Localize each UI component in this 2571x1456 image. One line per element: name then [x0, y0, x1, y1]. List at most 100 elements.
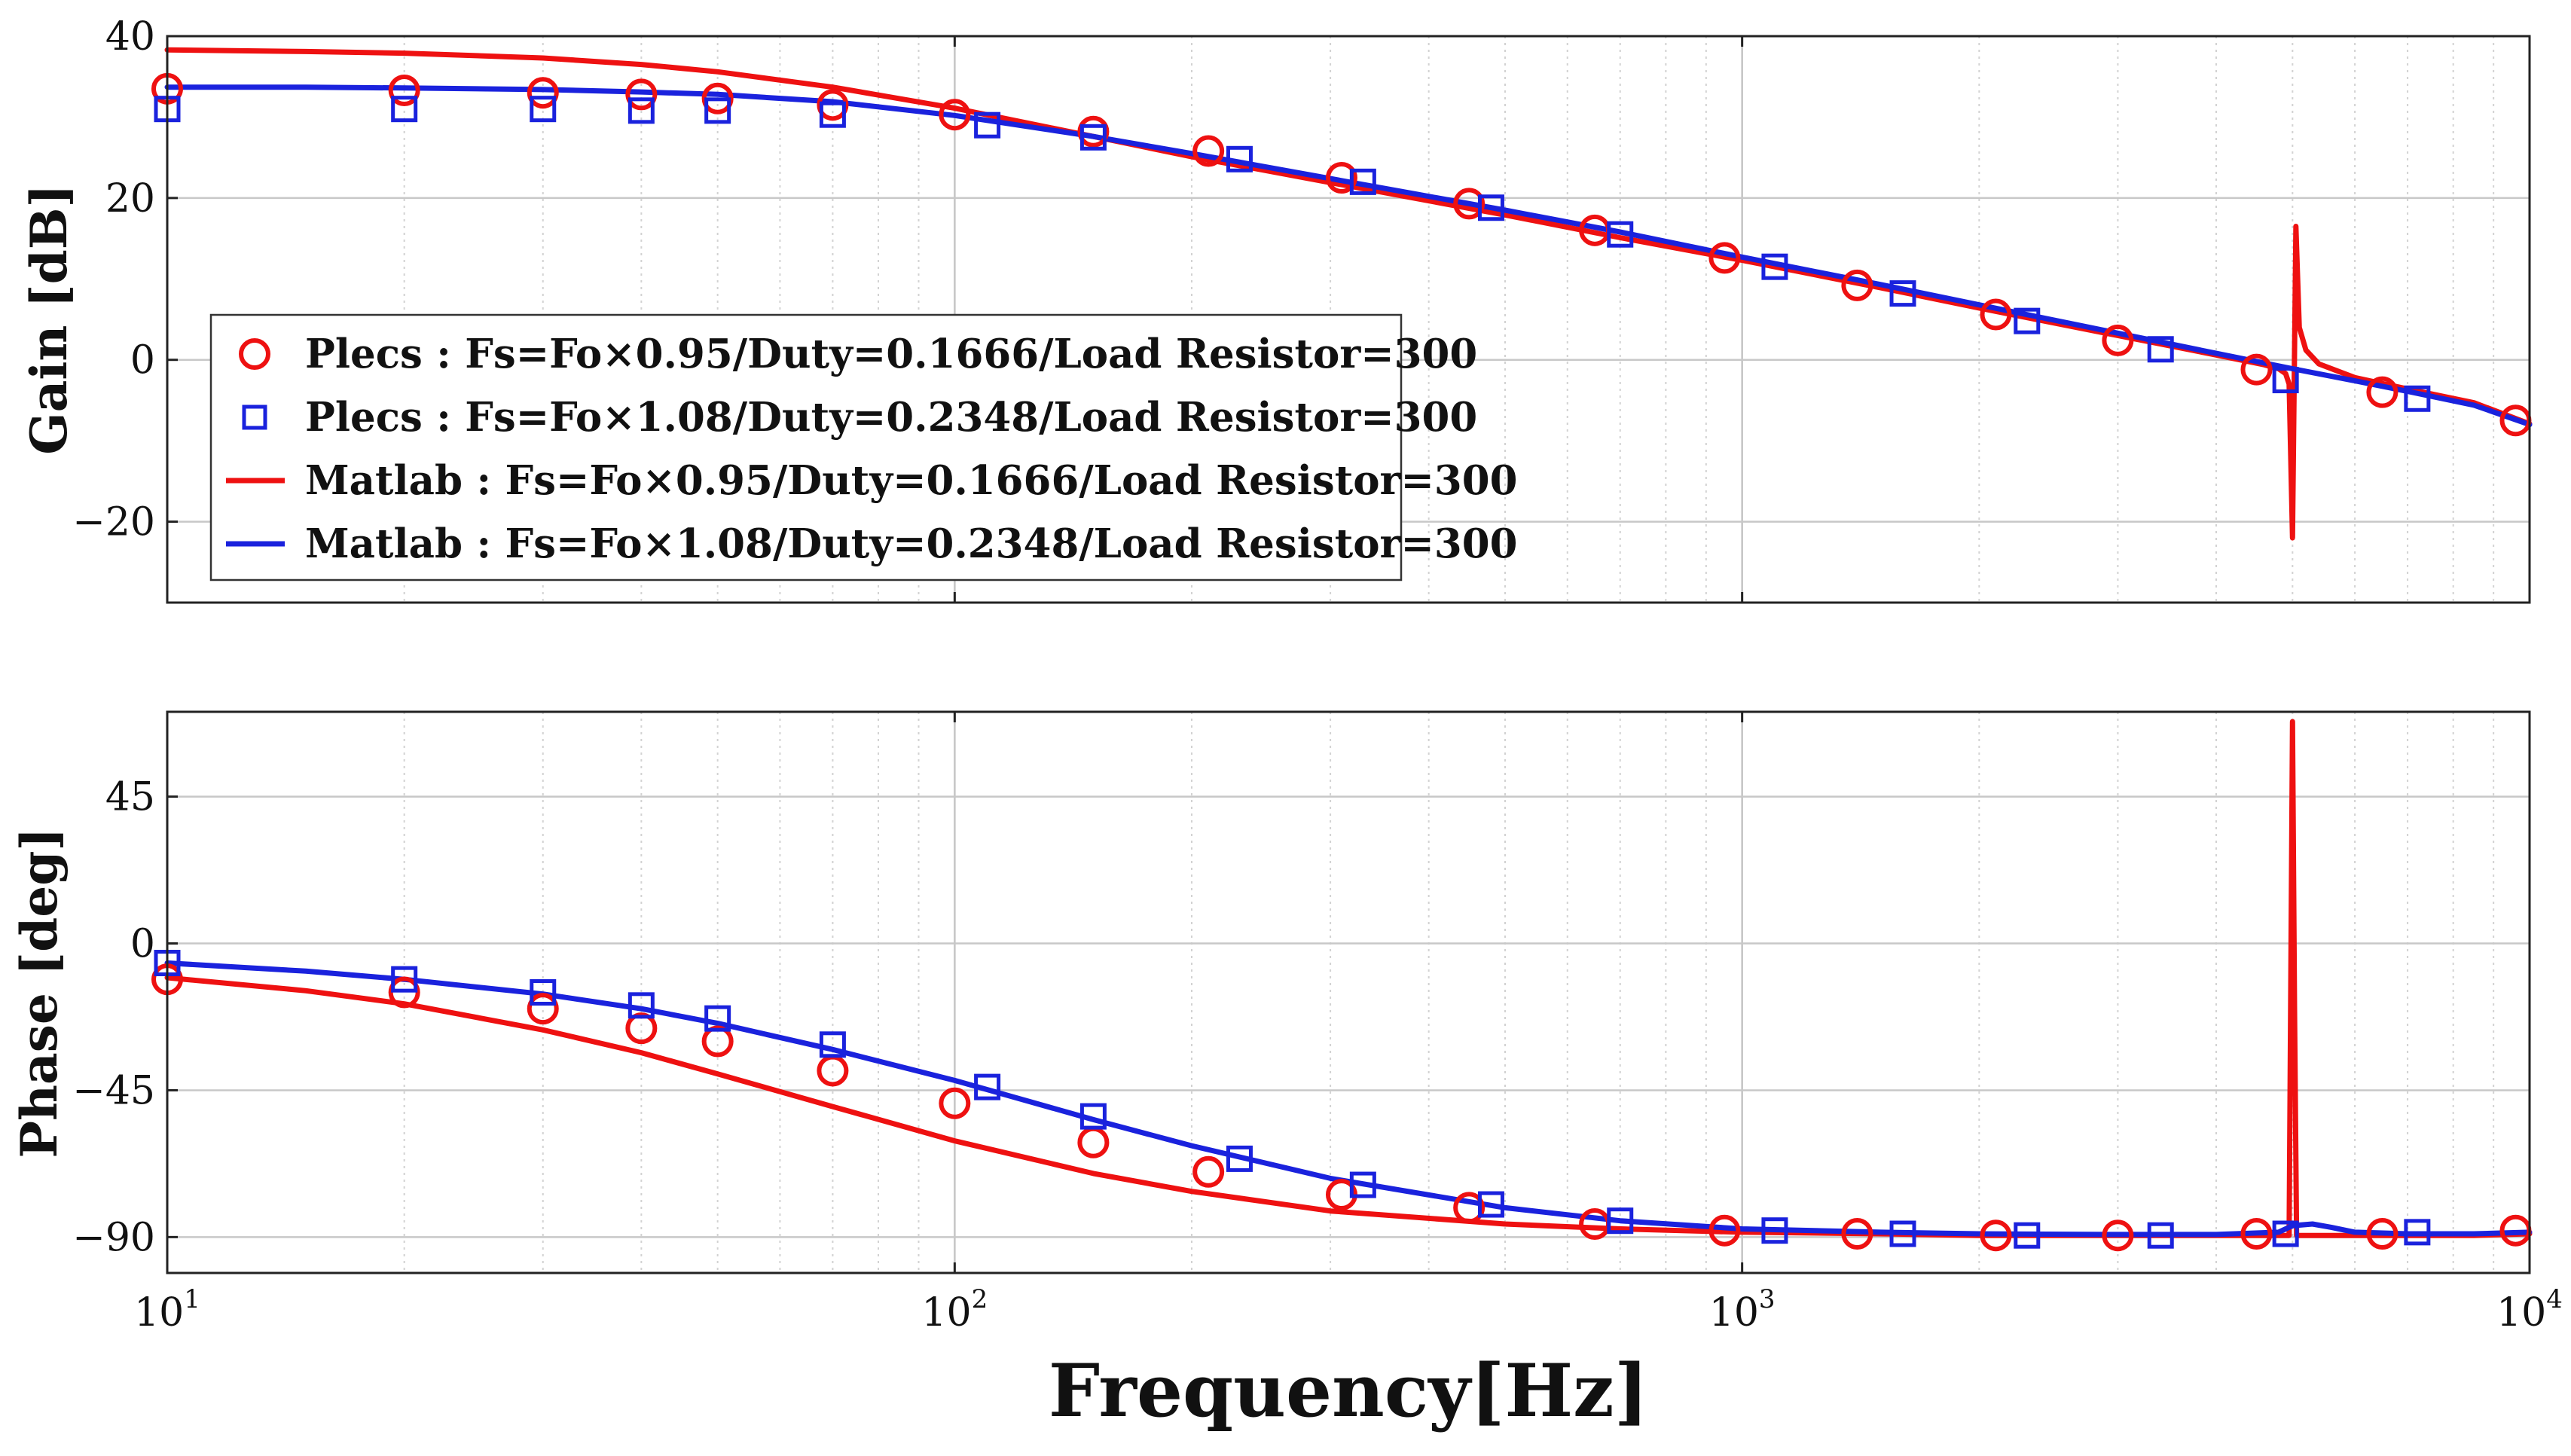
x-axis-label: Frequency[Hz] — [1049, 1348, 1648, 1433]
legend: Plecs : Fs=Fo×0.95/Duty=0.1666/Load Resi… — [209, 313, 1518, 581]
x-tick-label: 101 — [134, 1284, 200, 1335]
phase-point-plecs-095 — [388, 976, 420, 1009]
phase-point-plecs-108 — [2272, 1220, 2299, 1247]
legend-label-plecs-095: Plecs : Fs=Fo×0.95/Duty=0.1666/Load Resi… — [305, 331, 1477, 377]
phase-point-plecs-095 — [625, 1012, 658, 1045]
phase-point-plecs-095 — [701, 1025, 734, 1058]
gain-point-plecs-095 — [1077, 115, 1110, 148]
x-tick-label: 104 — [2496, 1284, 2563, 1335]
gain-point-plecs-108 — [391, 96, 418, 123]
gain-point-plecs-095 — [1708, 242, 1741, 274]
gain-series — [151, 47, 2533, 541]
gain-point-plecs-108 — [627, 97, 655, 124]
gain-line-matlab-108 — [164, 84, 2533, 428]
gain-point-plecs-108 — [2147, 336, 2174, 363]
gain-point-plecs-095 — [939, 99, 971, 131]
gain-point-plecs-095 — [527, 77, 559, 109]
phase-y-label: Phase [deg] — [10, 827, 69, 1158]
phase-point-plecs-095 — [1841, 1218, 1873, 1250]
gain-point-plecs-108 — [1477, 194, 1504, 221]
x-tick-exponent: 1 — [184, 1284, 200, 1314]
phase-point-plecs-108 — [2404, 1219, 2431, 1246]
phase-point-plecs-108 — [2147, 1222, 2174, 1249]
phase-line-matlab-095 — [164, 719, 2533, 1238]
phase-point-plecs-108 — [1607, 1207, 1634, 1235]
phase-point-plecs-095 — [1579, 1208, 1611, 1241]
phase-point-plecs-095 — [2240, 1218, 2273, 1250]
phase-point-plecs-108 — [530, 979, 557, 1006]
phase-y-tick-label: 45 — [105, 775, 155, 820]
gain-point-plecs-108 — [1079, 124, 1107, 151]
phase-point-plecs-095 — [939, 1087, 971, 1119]
gain-point-plecs-095 — [1841, 269, 1873, 301]
phase-point-plecs-095 — [1077, 1126, 1110, 1158]
gain-point-plecs-108 — [704, 97, 731, 124]
phase-point-plecs-095 — [817, 1055, 849, 1087]
x-tick-base: 10 — [134, 1290, 184, 1335]
gain-point-plecs-108 — [2014, 307, 2041, 334]
x-tick-exponent: 3 — [1759, 1284, 1776, 1314]
x-tick-exponent: 2 — [972, 1284, 988, 1314]
gain-point-plecs-095 — [2240, 353, 2273, 386]
gain-point-plecs-108 — [530, 96, 557, 123]
gain-axes-frame — [166, 35, 2531, 604]
gain-point-plecs-095 — [1980, 298, 2012, 331]
legend-box — [209, 313, 1403, 581]
x-tick-base: 10 — [1709, 1290, 1759, 1335]
phase-point-plecs-108 — [1761, 1217, 1788, 1244]
phase-point-plecs-108 — [627, 992, 655, 1019]
phase-point-plecs-108 — [1226, 1145, 1253, 1172]
phase-point-plecs-095 — [1453, 1192, 1486, 1224]
phase-point-plecs-095 — [2366, 1218, 2398, 1250]
gain-point-plecs-095 — [1192, 135, 1225, 167]
gain-point-plecs-108 — [819, 101, 846, 128]
gain-point-plecs-108 — [974, 111, 1001, 139]
phase-axes-frame — [166, 710, 2531, 1274]
gain-point-plecs-095 — [2366, 376, 2398, 408]
phase-point-plecs-108 — [391, 966, 418, 993]
phase-line-matlab-108 — [164, 960, 2533, 1238]
legend-marker-plecs-095 — [239, 338, 270, 370]
gain-point-plecs-095 — [817, 89, 849, 121]
phase-point-plecs-095 — [527, 993, 559, 1025]
x-tick-exponent: 4 — [2546, 1284, 2563, 1314]
gain-point-plecs-095 — [2102, 324, 2134, 356]
legend-label-plecs-108: Plecs : Fs=Fo×1.08/Duty=0.2348/Load Resi… — [305, 394, 1477, 441]
phase-y-tick-label: −90 — [72, 1215, 155, 1260]
legend-marker-plecs-108 — [242, 404, 267, 430]
gain-y-tick-label: −20 — [72, 500, 155, 545]
phase-point-plecs-108 — [974, 1073, 1001, 1100]
x-tick-base: 10 — [2496, 1290, 2546, 1335]
phase-point-plecs-108 — [819, 1031, 846, 1058]
x-axis: 101 102 103 104 — [134, 1284, 2563, 1335]
phase-panel: 45 0 −45 −90 Phase [deg] — [10, 710, 2533, 1274]
phase-ticks: 45 0 −45 −90 — [72, 712, 2531, 1273]
phase-y-tick-label: 0 — [130, 922, 155, 967]
phase-point-plecs-095 — [1708, 1214, 1741, 1247]
gain-y-label: Gain [dB] — [20, 184, 78, 455]
gain-point-plecs-095 — [625, 78, 658, 111]
gain-point-plecs-095 — [701, 82, 734, 114]
gain-point-plecs-095 — [1453, 188, 1486, 220]
x-tick-label: 103 — [1709, 1284, 1776, 1335]
gain-point-plecs-108 — [1607, 221, 1634, 248]
phase-point-plecs-108 — [2014, 1222, 2041, 1249]
gain-point-plecs-108 — [1761, 253, 1788, 280]
gain-point-plecs-108 — [2272, 367, 2299, 394]
gain-point-plecs-108 — [1226, 145, 1253, 172]
gain-point-plecs-108 — [1349, 168, 1376, 195]
gain-point-plecs-108 — [1889, 280, 1916, 307]
gain-point-plecs-095 — [388, 74, 420, 106]
gain-y-tick-label: 40 — [105, 14, 155, 60]
legend-label-matlab-095: Matlab : Fs=Fo×0.95/Duty=0.1666/Load Res… — [305, 457, 1518, 504]
gain-line-matlab-095 — [164, 47, 2533, 541]
legend-label-matlab-108: Matlab : Fs=Fo×1.08/Duty=0.2348/Load Res… — [305, 520, 1518, 567]
gain-point-plecs-108 — [2404, 385, 2431, 412]
phase-point-plecs-108 — [1477, 1191, 1504, 1218]
x-tick-label: 102 — [921, 1284, 988, 1335]
phase-series — [151, 719, 2533, 1252]
phase-point-plecs-108 — [1889, 1220, 1916, 1247]
gain-y-tick-label: 0 — [130, 338, 155, 383]
phase-point-plecs-108 — [1079, 1103, 1107, 1130]
